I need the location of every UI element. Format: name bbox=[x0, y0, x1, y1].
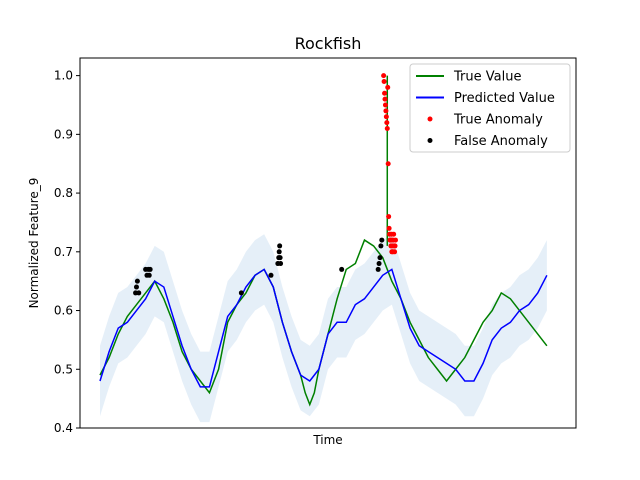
true-anomaly-point bbox=[392, 237, 398, 243]
false-anomaly-point bbox=[276, 249, 282, 255]
false-anomaly-point bbox=[268, 272, 274, 278]
false-anomaly-point bbox=[133, 284, 139, 290]
false-anomaly-point bbox=[278, 261, 284, 267]
false-anomaly-point bbox=[238, 290, 244, 296]
true-anomaly-point bbox=[381, 73, 387, 79]
false-anomaly-point bbox=[147, 266, 153, 272]
true-anomaly-point bbox=[386, 225, 392, 231]
true-anomaly-point bbox=[384, 125, 390, 131]
y-tick-label: 0.4 bbox=[54, 421, 73, 435]
y-tick-label: 0.5 bbox=[54, 362, 73, 376]
false-anomaly-point bbox=[376, 261, 382, 267]
y-axis-label: Normalized Feature_9 bbox=[27, 178, 41, 309]
true-anomaly-point bbox=[383, 114, 389, 120]
legend: True Value Predicted Value True Anomaly Fal… bbox=[409, 63, 571, 153]
false-anomaly-point bbox=[339, 266, 345, 272]
true-anomaly-point bbox=[392, 249, 398, 255]
true-anomaly-point bbox=[382, 96, 388, 102]
y-tick-label: 0.8 bbox=[54, 186, 73, 200]
true-anomaly-point bbox=[385, 161, 391, 167]
legend-swatch-dot bbox=[427, 116, 433, 122]
false-anomaly-point bbox=[375, 266, 381, 272]
true-anomaly-point bbox=[385, 84, 391, 90]
legend-label: Predicted Value bbox=[454, 91, 555, 106]
y-tick-label: 0.7 bbox=[54, 245, 73, 259]
true-anomaly-point bbox=[392, 243, 398, 249]
true-anomaly-point bbox=[386, 214, 392, 220]
y-tick-label: 1.0 bbox=[54, 69, 73, 83]
y-tick-label: 0.6 bbox=[54, 304, 73, 318]
false-anomaly-point bbox=[146, 272, 152, 278]
chart-title: Rockfish bbox=[295, 34, 362, 53]
true-anomaly-point bbox=[384, 120, 390, 126]
legend-swatch-dot bbox=[427, 138, 433, 143]
false-anomaly-point bbox=[377, 255, 383, 261]
y-tick-label: 0.9 bbox=[54, 127, 73, 141]
false-anomaly-point bbox=[378, 243, 384, 249]
false-anomaly-point bbox=[277, 243, 283, 249]
legend-box bbox=[409, 63, 571, 153]
false-anomaly-point bbox=[277, 255, 283, 261]
legend-label: True Anomaly bbox=[453, 113, 543, 128]
false-anomaly-point bbox=[134, 278, 140, 284]
plot-area bbox=[99, 73, 548, 423]
x-axis-label: Time bbox=[312, 433, 342, 447]
true-anomaly-point bbox=[383, 108, 389, 114]
legend-label: False Anomaly bbox=[454, 134, 548, 149]
true-anomaly-point bbox=[382, 90, 388, 96]
series-line-predicted-value bbox=[99, 268, 548, 388]
true-anomaly-point bbox=[382, 102, 388, 108]
false-anomaly-point bbox=[379, 237, 385, 243]
false-anomaly-point bbox=[136, 290, 142, 296]
series-line-true-value bbox=[99, 238, 548, 407]
legend-label: True Value bbox=[453, 70, 521, 85]
y-axis-ticks: 0.4 0.5 0.6 0.7 0.8 0.9 1.0 bbox=[54, 69, 80, 435]
true-anomaly-point bbox=[381, 78, 387, 84]
true-anomaly-point bbox=[391, 231, 397, 237]
axes-frame bbox=[79, 57, 577, 429]
